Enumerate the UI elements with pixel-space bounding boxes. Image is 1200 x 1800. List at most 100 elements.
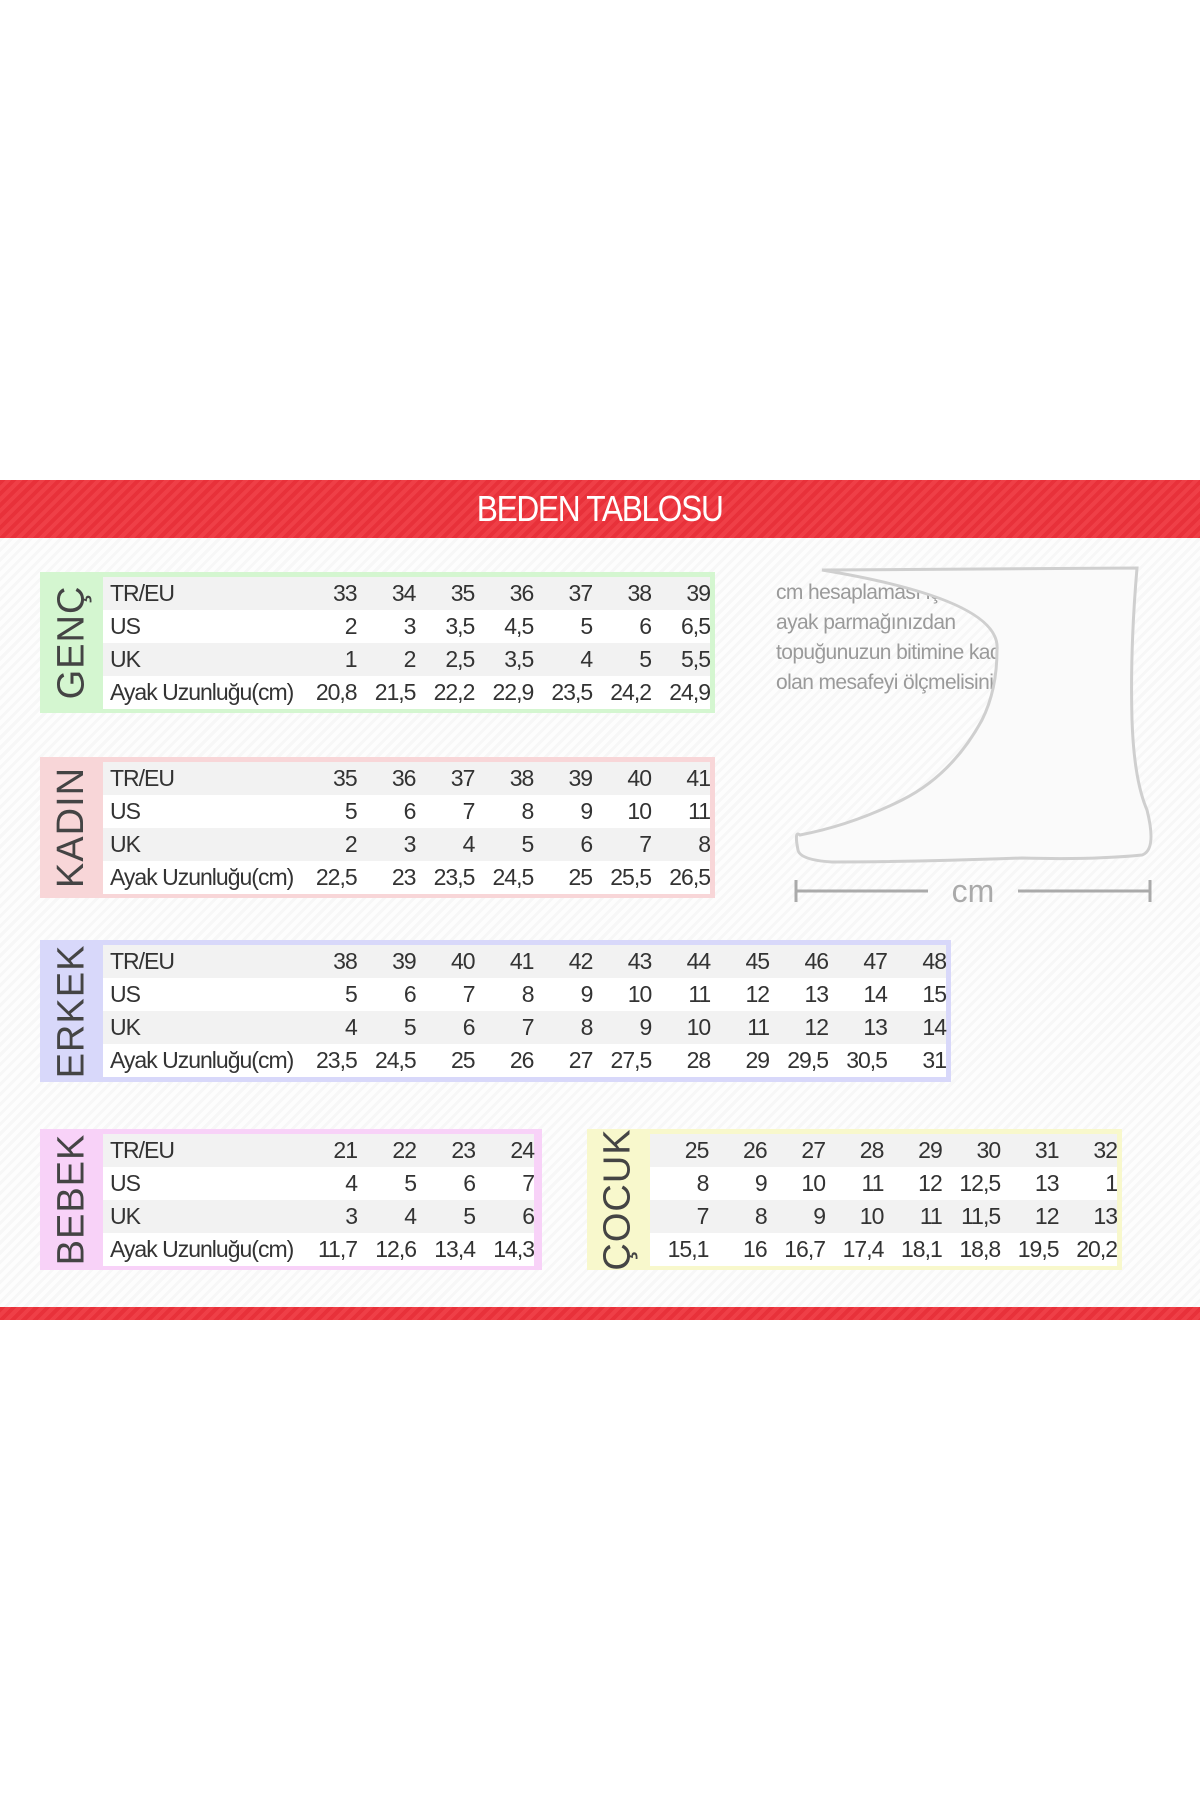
size-cell: 29 (918, 1137, 943, 1163)
size-cell: 22,5 (315, 864, 358, 890)
size-cell: 16 (743, 1236, 768, 1262)
size-cell: 42 (568, 948, 594, 974)
row-label: TR/EU (110, 765, 175, 791)
size-cell: 7 (639, 831, 652, 857)
size-cell: 11 (861, 1170, 885, 1196)
size-cell: 36 (509, 580, 535, 606)
size-cell: 19,5 (1017, 1236, 1060, 1262)
size-cell: 24,5 (492, 864, 535, 890)
table-row: 8 9 10 11 12 12,5 13 1 (650, 1167, 1118, 1200)
size-cell: 5 (404, 1170, 417, 1196)
category-label: BEBEK (50, 1133, 93, 1266)
size-cell: 6 (580, 831, 593, 857)
size-cell: 13 (1034, 1170, 1060, 1196)
table-row: UK 4 5 6 7 8 9 10 11 12 13 14 (103, 1011, 947, 1044)
size-cell: 5 (463, 1203, 476, 1229)
size-cell: 10 (686, 1014, 712, 1040)
table-row: Ayak Uzunluğu(cm) 23,5 24,5 25 26 27 27,5 28 29 2… (103, 1044, 947, 1077)
size-cell: 27 (568, 1047, 594, 1073)
size-cell: 5 (521, 831, 534, 857)
size-cell: 7 (462, 798, 476, 824)
size-cell: 9 (813, 1203, 826, 1229)
size-cell: 14,3 (493, 1236, 535, 1262)
size-cell: 23 (391, 864, 417, 890)
size-cell: 12 (745, 981, 771, 1007)
size-cell: 46 (804, 948, 829, 974)
table-row: TR/EU 38 39 40 41 42 43 44 45 46 47 48 (103, 945, 947, 978)
table-row: Ayak Uzunluğu(cm) 20,8 21,5 22,2 22,9 23,5 24,… (103, 676, 711, 709)
size-cell: 32 (1093, 1137, 1118, 1163)
category-label-wrap: KADIN (40, 757, 103, 898)
size-cell: 23,5 (433, 864, 476, 890)
size-cell: 6 (462, 1014, 476, 1040)
size-cell: 35 (333, 765, 358, 791)
size-cell: 29,5 (787, 1047, 829, 1073)
size-cell: 10 (627, 981, 653, 1007)
size-cell: 2 (344, 613, 358, 639)
category-label: ERKEK (50, 944, 93, 1078)
table-row: US 5 6 7 8 9 10 11 (103, 795, 711, 828)
size-cell: 38 (333, 948, 358, 974)
size-cell: 10 (627, 798, 652, 824)
size-cell: 14 (863, 981, 888, 1007)
bottom-band (0, 1307, 1200, 1320)
size-cell: 13,4 (434, 1236, 476, 1262)
size-cell: 6 (639, 613, 652, 639)
size-cell: 5 (639, 646, 652, 672)
size-cell: 31 (922, 1047, 947, 1073)
category-label-wrap: ERKEK (40, 940, 103, 1082)
size-cell: 25 (684, 1137, 710, 1163)
size-cell: 23,5 (316, 1047, 358, 1073)
size-cell: 3,5 (445, 613, 475, 639)
size-cell: 39 (568, 765, 594, 791)
size-cell: 35 (450, 580, 476, 606)
size-cell: 12,6 (375, 1236, 417, 1262)
size-table: TR/EU 21 22 23 24 US 4 5 6 7 UK 3 4 5 6 Ayak Uzunluğu(c… (103, 1134, 535, 1266)
size-cell: 23,5 (551, 679, 593, 705)
size-cell: 27,5 (610, 1047, 653, 1073)
size-cell: 1 (344, 646, 358, 672)
size-cell: 11 (919, 1203, 943, 1229)
size-cell: 31 (1034, 1137, 1060, 1163)
size-cell: 4 (580, 646, 593, 672)
size-cell: 6 (403, 981, 417, 1007)
size-cell: 30,5 (846, 1047, 888, 1073)
size-cell: 41 (509, 948, 535, 974)
row-label: TR/EU (110, 1137, 175, 1163)
size-cell: 38 (627, 580, 652, 606)
size-cell: 24,5 (374, 1047, 417, 1073)
size-cell: 7 (462, 981, 476, 1007)
size-table: 25 26 27 28 29 30 31 32 8 9 10 11 12 12,5 13 1 7 8 9 10 11 11… (650, 1134, 1118, 1266)
size-cell: 15 (922, 981, 947, 1007)
size-cell: 6 (522, 1203, 535, 1229)
size-cell: 4,5 (504, 613, 534, 639)
table-genc: GENÇ TR/EU 33 34 35 36 37 38 39 US 2 3 3,5 4,5 5 6 6,5 UK… (40, 572, 715, 713)
size-cell: 8 (698, 831, 711, 857)
size-cell: 20,2 (1076, 1236, 1118, 1262)
row-label: UK (110, 646, 141, 672)
size-cell: 11,7 (317, 1236, 358, 1262)
size-cell: 43 (627, 948, 653, 974)
size-cell: 16,7 (784, 1236, 826, 1262)
size-cell: 8 (580, 1014, 594, 1040)
table-kadin: KADIN TR/EU 35 36 37 38 39 40 41 US 5 6 7 8 9 10 11 UK 2 3 4… (40, 757, 715, 898)
size-cell: 45 (745, 948, 771, 974)
size-cell: 29 (745, 1047, 771, 1073)
size-cell: 20,8 (315, 679, 358, 705)
row-label: TR/EU (110, 580, 175, 606)
size-cell: 40 (627, 765, 652, 791)
page-title: BEDEN TABLOSU (477, 488, 724, 529)
size-cell: 26,5 (669, 864, 711, 890)
size-cell: 37 (450, 765, 476, 791)
size-cell: 11 (688, 981, 711, 1007)
size-cell: 13 (804, 981, 829, 1007)
table-row: US 2 3 3,5 4,5 5 6 6,5 (103, 610, 711, 643)
table-row: Ayak Uzunluğu(cm) 22,5 23 23,5 24,5 25 25,5 26,… (103, 861, 711, 894)
table-cocuk: ÇOCUK 25 26 27 28 29 30 31 32 8 9 10 11 12 12,5 13 1 7 8 9 1… (587, 1128, 1122, 1271)
size-cell: 12,5 (959, 1170, 1001, 1196)
size-cell: 28 (859, 1137, 885, 1163)
table-row: Ayak Uzunluğu(cm) 11,7 12,6 13,4 14,3 (103, 1233, 535, 1266)
size-cell: 4 (345, 1170, 358, 1196)
size-cell: 3 (403, 831, 417, 857)
size-cell: 21,5 (374, 679, 417, 705)
